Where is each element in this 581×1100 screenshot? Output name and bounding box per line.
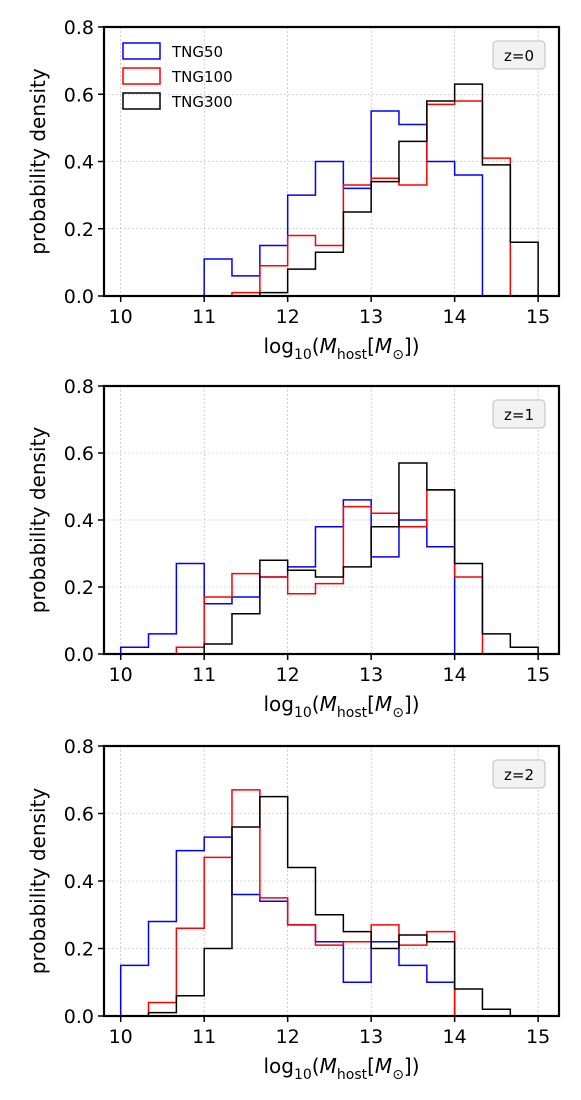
y-tick-label: 0.0	[64, 1006, 94, 1028]
redshift-label: z=0	[504, 47, 534, 65]
x-tick-label: 13	[359, 664, 383, 686]
x-tick-label: 15	[526, 306, 550, 328]
series-tng300-line	[147, 795, 512, 1016]
grid-lines	[104, 385, 559, 655]
x-axis-label-part: log	[263, 1054, 294, 1078]
x-axis-label: log10(Mhost[M⊙])	[263, 334, 419, 363]
y-tick-label: 0.4	[64, 152, 94, 174]
legend-label-tng50: TNG50	[171, 43, 223, 61]
legend-swatch-tng100	[122, 67, 161, 85]
series-tng100-line	[175, 489, 484, 654]
series-tng300-line	[203, 462, 539, 654]
y-tick-label: 0.2	[64, 219, 94, 241]
x-axis-label: log10(Mhost[M⊙])	[263, 1054, 419, 1083]
legend: TNG50 TNG100 TNG300	[122, 42, 233, 111]
x-axis-label-part: log	[263, 692, 294, 716]
x-axis-label-part: [	[367, 1054, 375, 1078]
x-tick-label: 12	[276, 306, 300, 328]
x-tick-label: 15	[526, 1026, 550, 1048]
redshift-label-box	[492, 759, 546, 789]
x-tick-label: 11	[192, 1026, 216, 1048]
y-tick-label: 0.4	[64, 510, 94, 532]
x-axis-label-part: (	[312, 334, 320, 358]
legend-label-tng300: TNG300	[171, 93, 233, 111]
x-axis-label-part: M	[320, 1054, 337, 1078]
series-tng300-line	[259, 83, 539, 296]
y-tick-label: 0.2	[64, 577, 94, 599]
panel-0: 10 11 12 13 14 15 0.0 0.2 0.4 0.6 0.8 probability d…	[26, 17, 561, 363]
redshift-label: z=2	[504, 766, 534, 784]
x-axis-label-part: host	[337, 705, 368, 721]
x-axis-label-part: ⊙	[392, 1067, 404, 1083]
x-tick-label: 11	[192, 306, 216, 328]
y-tick-label: 0.6	[64, 443, 94, 465]
y-tick-label: 0.4	[64, 871, 94, 893]
y-axis-label: probability density	[26, 427, 50, 614]
y-tick-label: 0.2	[64, 939, 94, 961]
y-tick-label: 0.6	[64, 84, 94, 106]
grid-lines	[104, 745, 559, 1017]
x-axis-label: log10(Mhost[M⊙])	[263, 692, 419, 721]
x-axis-label-part: M	[320, 334, 337, 358]
x-axis-label-part: ])	[404, 1054, 420, 1078]
x-axis-label-part: ⊙	[392, 347, 404, 363]
y-tick-label: 0.8	[64, 17, 94, 39]
y-tick-label: 0.0	[64, 286, 94, 308]
y-tick-label: 0.8	[64, 376, 94, 398]
x-axis-label-part: 10	[294, 347, 312, 363]
x-tick-label: 12	[276, 664, 300, 686]
x-axis-label-part: host	[337, 347, 368, 363]
legend-label-tng100: TNG100	[171, 68, 233, 86]
y-axis-label: probability density	[26, 788, 50, 975]
x-tick-label: 10	[109, 664, 133, 686]
x-axis-label-part: M	[375, 692, 392, 716]
panel-2: 10 11 12 13 14 15 0.0 0.2 0.4 0.6 0.8 probability d…	[26, 736, 561, 1083]
x-tick-label: 13	[359, 1026, 383, 1048]
x-tick-label: 14	[443, 306, 467, 328]
x-tick-label: 10	[109, 306, 133, 328]
x-axis-label-part: 10	[294, 1067, 312, 1083]
x-tick-label: 14	[443, 664, 467, 686]
x-tick-label: 11	[192, 664, 216, 686]
x-axis-label-part: host	[337, 1067, 368, 1083]
x-axis-label-part: ])	[404, 692, 420, 716]
panel-1: 10 11 12 13 14 15 0.0 0.2 0.4 0.6 0.8 probability d…	[26, 376, 561, 721]
x-tick-label: 14	[443, 1026, 467, 1048]
x-axis-label-part: 10	[294, 705, 312, 721]
y-tick-label: 0.8	[64, 736, 94, 758]
redshift-label: z=1	[504, 406, 534, 424]
x-axis-label-part: ])	[404, 334, 420, 358]
x-axis-label-part: [	[367, 334, 375, 358]
x-axis-label-part: M	[375, 1054, 392, 1078]
x-tick-label: 13	[359, 306, 383, 328]
x-tick-label: 15	[526, 664, 550, 686]
y-axis-label: probability density	[26, 68, 50, 255]
x-tick-label: 10	[109, 1026, 133, 1048]
redshift-label-box	[492, 399, 546, 429]
y-tick-label: 0.6	[64, 804, 94, 826]
redshift-label-box	[492, 40, 546, 70]
legend-swatch-tng300	[122, 92, 161, 110]
x-tick-label: 12	[276, 1026, 300, 1048]
x-axis-label-part: M	[320, 692, 337, 716]
x-axis-label-part: ⊙	[392, 705, 404, 721]
y-tick-label: 0.0	[64, 644, 94, 666]
x-axis-label-part: [	[367, 692, 375, 716]
legend-swatch-tng50	[122, 42, 161, 60]
series-tng100-line	[147, 789, 456, 1016]
x-axis-label-part: (	[312, 1054, 320, 1078]
x-axis-label-part: log	[263, 334, 294, 358]
x-axis-label-part: M	[375, 334, 392, 358]
series-tng50-line	[203, 110, 484, 296]
x-axis-label-part: (	[312, 692, 320, 716]
